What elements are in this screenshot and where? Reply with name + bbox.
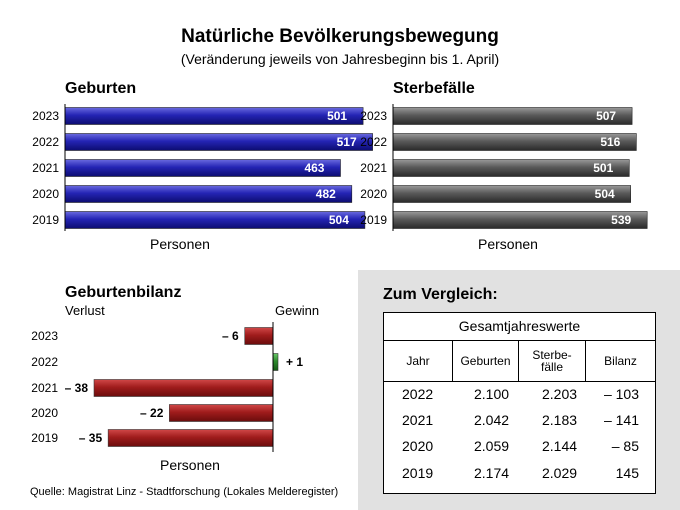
deaths-value-label: 501 (593, 161, 613, 175)
balance-tick-label: 2019 (31, 431, 58, 445)
balance-value-label: – 6 (222, 329, 239, 343)
births-value-label: 501 (327, 109, 347, 123)
table-cell-deaths: 2.183 (542, 412, 578, 428)
table-caption: Gesamtjahreswerte (384, 313, 655, 341)
births-tick-label: 2023 (32, 109, 59, 123)
balance-xlabel: Personen (160, 457, 220, 473)
balance-bar (244, 327, 274, 345)
balance-value-label: – 35 (79, 431, 103, 445)
comparison-title: Zum Vergleich: (383, 286, 498, 303)
deaths-title: Sterbefälle (393, 80, 475, 97)
table-cell-births: 2.100 (474, 386, 510, 402)
births-value-label: 517 (337, 135, 357, 149)
deaths-value-label: 539 (611, 213, 631, 227)
col-header-births: Geburten (460, 354, 511, 368)
header-divider (384, 381, 655, 382)
balance-gain-label: Gewinn (275, 303, 320, 318)
chart-title: Natürliche Bevölkerungsbewegung (181, 26, 499, 47)
col-divider (585, 341, 586, 381)
col-header-balance: Bilanz (604, 354, 637, 368)
table-cell-births: 2.059 (474, 438, 510, 454)
balance-tick-label: 2021 (31, 381, 58, 395)
deaths-tick-label: 2020 (360, 187, 387, 201)
deaths-tick-label: 2019 (360, 213, 387, 227)
balance-loss-label: Verlust (65, 303, 105, 318)
table-cell-births: 2.174 (474, 465, 510, 481)
col-header-year: Jahr (406, 354, 430, 368)
deaths-tick-label: 2021 (360, 161, 387, 175)
balance-bar (93, 379, 274, 397)
table-cell-deaths: 2.144 (542, 438, 578, 454)
table-cell-year: 2022 (402, 386, 434, 402)
balance-value-label: + 1 (286, 355, 303, 369)
births-tick-label: 2019 (32, 213, 59, 227)
balance-tick-label: 2020 (31, 406, 58, 420)
deaths-tick-label: 2022 (360, 135, 387, 149)
table-cell-balance: – 141 (603, 412, 639, 428)
deaths-tick-label: 2023 (360, 109, 387, 123)
table-cell-year: 2020 (402, 438, 434, 454)
table-cell-balance: – 103 (603, 386, 639, 402)
births-value-label: 504 (329, 213, 349, 227)
deaths-value-label: 507 (596, 109, 616, 123)
births-tick-label: 2021 (32, 161, 59, 175)
balance-bar (169, 404, 274, 422)
comparison-table: Gesamtjahreswerte Jahr Geburten Sterbe- … (383, 312, 656, 494)
births-value-label: 482 (316, 187, 336, 201)
births-xlabel: Personen (150, 236, 210, 252)
table-cell-births: 2.042 (474, 412, 510, 428)
balance-value-label: – 38 (65, 381, 89, 395)
table-cell-deaths: 2.029 (542, 465, 578, 481)
births-tick-label: 2022 (32, 135, 59, 149)
balance-title: Geburtenbilanz (65, 284, 182, 301)
births-title: Geburten (65, 80, 137, 97)
deaths-value-label: 504 (595, 187, 615, 201)
col-divider (452, 341, 453, 381)
balance-tick-label: 2022 (31, 355, 58, 369)
deaths-xlabel: Personen (478, 236, 538, 252)
source-note: Quelle: Magistrat Linz - Stadtforschung … (30, 486, 339, 498)
balance-bar (272, 353, 279, 371)
balance-tick-label: 2023 (31, 329, 58, 343)
table-cell-year: 2021 (402, 412, 434, 428)
balance-value-label: – 22 (140, 406, 164, 420)
col-divider (518, 341, 519, 381)
chart-subtitle: (Veränderung jeweils von Jahresbeginn bi… (180, 51, 500, 67)
table-cell-deaths: 2.203 (542, 386, 578, 402)
balance-bar (107, 429, 274, 447)
table-cell-balance: – 85 (611, 438, 639, 454)
table-cell-year: 2019 (402, 465, 434, 481)
births-value-label: 463 (304, 161, 324, 175)
deaths-value-label: 516 (600, 135, 620, 149)
births-tick-label: 2020 (32, 187, 59, 201)
col-header-deaths: Sterbe- fälle (532, 348, 572, 374)
table-cell-balance: 145 (615, 465, 639, 481)
